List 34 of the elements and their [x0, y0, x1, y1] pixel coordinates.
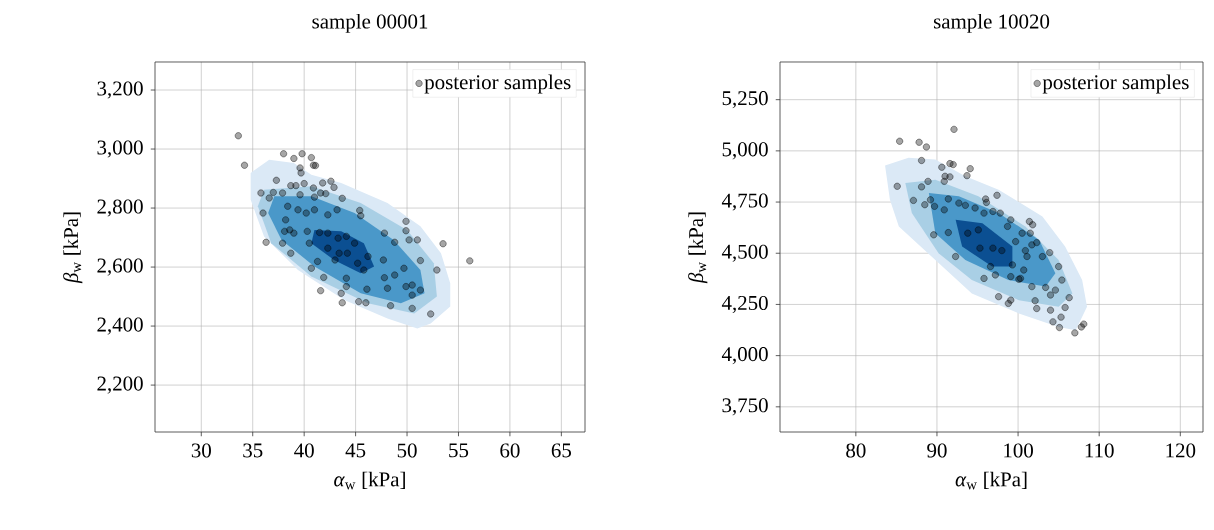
x-tick-label: 100	[1004, 443, 1033, 458]
x-tick-label: 90	[927, 443, 947, 458]
x-tick-label: 40	[294, 443, 314, 458]
legend-label: posterior samples	[1042, 74, 1189, 94]
y-tick-label: 2,200	[97, 376, 143, 394]
y-tick-label: 3,750	[722, 398, 768, 416]
y-axis-title: β$_{w}$ [kPa]	[63, 212, 83, 284]
y-tick-label: 5,250	[722, 91, 768, 109]
y-tick-label: 2,400	[97, 317, 143, 335]
y-tick-label: 3,200	[97, 81, 143, 99]
x-tick-label: 35	[243, 443, 263, 458]
y-tick-label: 4,000	[721, 347, 768, 365]
x-tick-label: 120	[1166, 443, 1196, 458]
x-tick-label: 55	[449, 443, 469, 458]
y-axis-title: β$_{w}$ [kPa]	[688, 212, 708, 284]
y-tick-label: 2,800	[97, 199, 143, 217]
y-tick-label: 3,000	[97, 140, 143, 158]
y-tick-label: 2,600	[97, 258, 143, 276]
y-tick-label: 4,500	[721, 244, 768, 262]
x-tick-label: 50	[397, 443, 417, 458]
legend-label: posterior samples	[424, 74, 571, 94]
x-tick-label: 60	[500, 443, 520, 458]
y-tick-label: 5,000	[722, 142, 768, 160]
x-tick-label: 110	[1085, 443, 1114, 458]
x-axis-title: α$_{w}$ [kPa]	[955, 471, 1027, 490]
y-tick-label: 4,250	[721, 295, 768, 313]
x-axis-title: α$_{w}$ [kPa]	[334, 471, 405, 490]
x-tick-label: 45	[345, 443, 366, 458]
chart-title: sample 00001	[312, 13, 428, 33]
x-tick-label: 80	[846, 443, 866, 458]
chart-title: sample 10020	[933, 13, 1050, 33]
x-tick-label: 30	[191, 443, 211, 458]
x-tick-label: 65	[551, 443, 571, 458]
y-tick-label: 4,750	[721, 193, 768, 211]
